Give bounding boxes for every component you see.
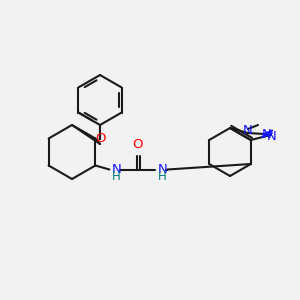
- Text: N: N: [262, 128, 271, 140]
- Text: O: O: [95, 133, 105, 146]
- Text: N: N: [267, 130, 277, 143]
- Text: N: N: [158, 163, 167, 176]
- Text: N: N: [243, 124, 253, 137]
- Text: H: H: [111, 170, 120, 183]
- Text: O: O: [132, 139, 142, 152]
- Text: N: N: [111, 163, 121, 176]
- Text: H: H: [158, 170, 166, 183]
